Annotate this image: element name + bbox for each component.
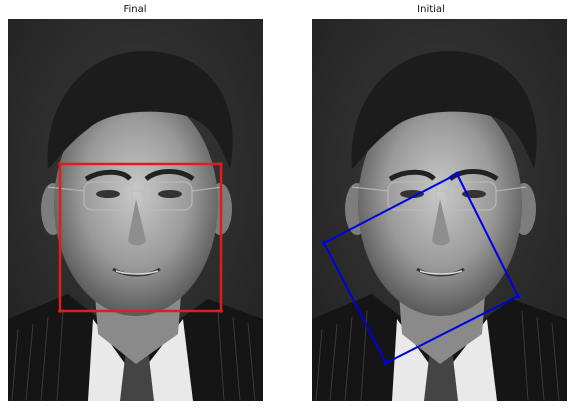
final-image	[8, 19, 263, 401]
initial-image	[312, 19, 567, 401]
initial-panel-title: Initial	[417, 4, 445, 15]
initial-panel: Initial	[302, 0, 572, 408]
final-panel: Final	[0, 0, 270, 408]
initial-bounding-box	[321, 171, 521, 366]
final-bounding-box	[58, 162, 223, 313]
final-panel-title: Final	[123, 4, 147, 15]
